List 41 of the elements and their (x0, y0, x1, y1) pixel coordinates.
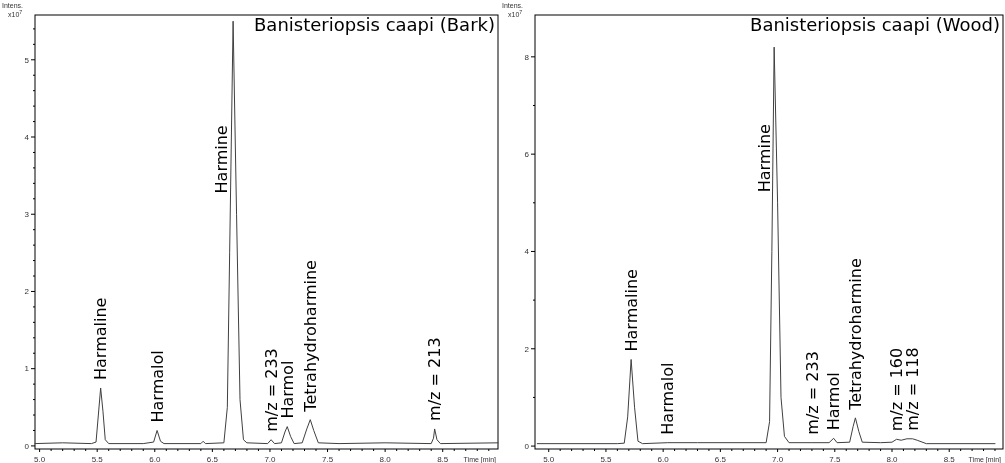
y-tick-label: 1 (24, 364, 30, 374)
x-tick-label: 5.0 (34, 455, 46, 463)
x-tick-label: 7.0 (264, 455, 277, 463)
x-tick-label: 6.0 (657, 455, 670, 463)
y-tick-label: 0 (524, 441, 530, 451)
y-tick-label: 4 (524, 247, 530, 257)
y-tick-label: 3 (24, 210, 30, 220)
y-tick-label: 2 (24, 287, 30, 297)
x-tick-label: 5.0 (543, 455, 555, 463)
annotation: Tetrahydroharmine (845, 258, 865, 411)
y-tick-label: 2 (524, 344, 530, 354)
annotation: Tetrahydroharmine (300, 260, 320, 413)
x-tick-label: 7.0 (772, 455, 784, 463)
x-tick-label: 5.5 (91, 455, 104, 463)
x-tick-label: 6.5 (714, 455, 727, 463)
annotation: m/z = 233 (802, 351, 822, 435)
annotation: m/z = 213 (425, 337, 445, 421)
chart-title: Banisteriopsis caapi (Wood) (750, 14, 1000, 35)
annotation: Harmine (754, 124, 774, 193)
y-tick-label: 0 (24, 441, 30, 451)
y-tick-label: 4 (24, 132, 30, 142)
x-tick-label: 8.0 (379, 455, 392, 463)
y-tick-label: 5 (24, 55, 30, 65)
x-tick-label: 7.5 (829, 455, 841, 463)
annotation: Harmol (824, 372, 844, 431)
y-tick-label: 6 (524, 149, 530, 159)
annotation: Harmaline (91, 297, 111, 380)
x-tick-label: 6.0 (149, 455, 161, 463)
y-tick-label: 8 (524, 52, 530, 62)
annotation: Harmalol (658, 362, 678, 435)
x-tick-label: 6.5 (206, 455, 219, 463)
x-tick-label: 8.5 (943, 455, 956, 463)
x-tick-label: 7.5 (321, 455, 334, 463)
annotation: Harmaline (621, 269, 641, 352)
annotation: Harmine (212, 125, 232, 194)
chart-title: Banisteriopsis caapi (Bark) (254, 14, 495, 35)
line-series (536, 46, 996, 445)
x-tick-label: 5.5 (600, 455, 613, 463)
x-tick-label: 8.5 (437, 455, 449, 463)
annotation: Harmalol (147, 350, 167, 423)
x-tick-label: 8.0 (886, 455, 899, 463)
